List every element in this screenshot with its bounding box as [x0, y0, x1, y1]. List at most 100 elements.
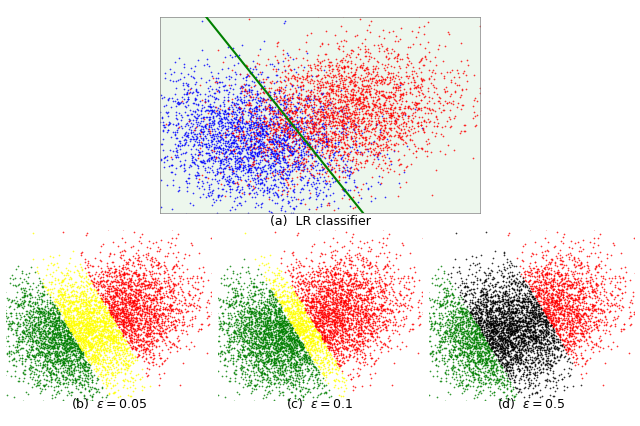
Point: [342, 136, 353, 143]
Point: [20, 290, 31, 296]
Point: [310, 124, 320, 130]
Point: [310, 102, 321, 109]
Point: [356, 340, 367, 347]
Point: [346, 320, 356, 327]
Point: [561, 304, 571, 311]
Point: [257, 334, 268, 340]
Point: [113, 326, 124, 333]
Point: [294, 348, 304, 355]
Point: [310, 120, 320, 127]
Point: [252, 151, 262, 158]
Point: [245, 101, 255, 108]
Point: [74, 294, 84, 300]
Point: [301, 297, 311, 304]
Point: [41, 345, 51, 351]
Point: [8, 305, 19, 312]
Point: [474, 320, 484, 326]
Point: [243, 162, 253, 169]
Point: [494, 305, 504, 312]
Point: [285, 326, 296, 333]
Point: [272, 326, 282, 333]
Point: [328, 276, 339, 283]
Point: [286, 308, 296, 315]
Point: [118, 357, 129, 363]
Point: [342, 151, 353, 158]
Point: [85, 272, 95, 279]
Point: [135, 336, 145, 343]
Point: [558, 291, 568, 298]
Point: [180, 91, 191, 98]
Point: [252, 272, 262, 279]
Point: [505, 302, 515, 309]
Point: [118, 313, 129, 320]
Point: [294, 311, 305, 318]
Point: [183, 133, 193, 140]
Point: [112, 314, 122, 321]
Point: [392, 57, 403, 64]
Point: [19, 292, 29, 299]
Point: [515, 279, 525, 285]
Point: [288, 367, 298, 374]
Point: [444, 331, 454, 337]
Point: [130, 294, 140, 300]
Point: [95, 335, 106, 342]
Point: [539, 298, 549, 305]
Point: [547, 291, 557, 298]
Point: [551, 288, 561, 295]
Point: [75, 368, 85, 375]
Point: [294, 341, 304, 348]
Point: [536, 268, 547, 275]
Point: [532, 381, 543, 388]
Point: [296, 151, 306, 158]
Point: [539, 334, 549, 340]
Point: [241, 102, 251, 109]
Point: [367, 75, 377, 82]
Point: [488, 330, 498, 337]
Point: [261, 122, 271, 129]
Point: [42, 313, 52, 320]
Point: [397, 95, 408, 102]
Point: [342, 152, 352, 158]
Point: [97, 355, 108, 362]
Point: [86, 360, 96, 367]
Point: [254, 321, 264, 328]
Point: [506, 378, 516, 385]
Point: [316, 328, 326, 335]
Point: [99, 284, 109, 291]
Point: [328, 66, 338, 73]
Point: [255, 402, 266, 409]
Point: [292, 165, 303, 172]
Point: [513, 332, 524, 339]
Point: [592, 268, 602, 275]
Point: [56, 285, 67, 292]
Point: [456, 308, 466, 314]
Point: [143, 282, 153, 288]
Point: [243, 351, 253, 357]
Point: [234, 353, 244, 360]
Point: [580, 306, 591, 313]
Point: [255, 371, 266, 378]
Point: [316, 147, 326, 153]
Point: [525, 320, 536, 327]
Point: [372, 313, 382, 320]
Point: [316, 322, 326, 328]
Point: [343, 272, 353, 279]
Point: [19, 290, 29, 296]
Point: [169, 262, 179, 269]
Point: [359, 262, 369, 269]
Point: [328, 165, 339, 172]
Point: [253, 302, 264, 309]
Point: [153, 265, 163, 271]
Point: [313, 355, 323, 362]
Point: [298, 317, 308, 324]
Point: [376, 129, 386, 136]
Point: [260, 343, 270, 350]
Point: [90, 287, 100, 294]
Point: [86, 335, 96, 342]
Point: [499, 306, 509, 313]
Point: [246, 290, 256, 296]
Point: [431, 85, 441, 92]
Point: [30, 337, 40, 344]
Point: [582, 314, 593, 321]
Point: [109, 347, 120, 354]
